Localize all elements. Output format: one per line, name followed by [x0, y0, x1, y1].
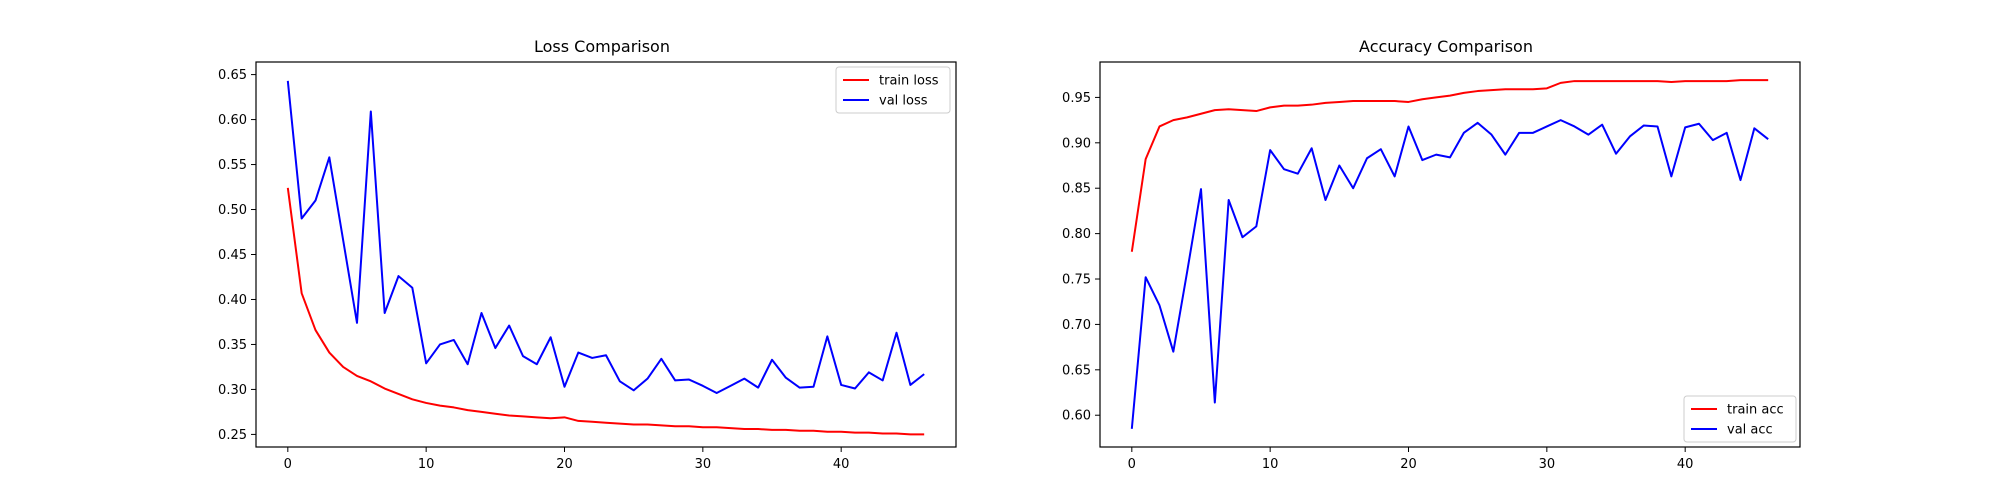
accuracy-y-tick-label: 0.85	[1062, 182, 1091, 197]
loss-y-tick-label: 0.35	[218, 338, 247, 353]
accuracy-axes-frame	[1099, 61, 1801, 448]
accuracy-chart-title: Accuracy Comparison	[1359, 37, 1533, 56]
loss-legend-label-1: train loss	[879, 74, 939, 89]
accuracy-y-tick-label: 0.80	[1062, 227, 1091, 242]
loss-y-tick-label: 0.50	[218, 203, 247, 218]
loss-chart: Loss Comparison 0 10 20 30 40 0.25 0.30 0.35 0.4…	[218, 37, 957, 472]
loss-chart-title: Loss Comparison	[534, 37, 670, 56]
accuracy-legend-label-1: train acc	[1727, 403, 1784, 418]
loss-y-tick-label: 0.30	[218, 383, 247, 398]
loss-x-tick-label: 20	[556, 457, 573, 472]
loss-y-tick-label: 0.55	[218, 158, 247, 173]
accuracy-y-tick-label: 0.60	[1062, 409, 1091, 424]
loss-legend-label-2: val loss	[879, 94, 928, 109]
accuracy-y-tick-label: 0.90	[1062, 136, 1091, 151]
loss-y-tick-label: 0.65	[218, 68, 247, 83]
loss-series-line-1	[286, 187, 925, 436]
loss-y-tick-label: 0.40	[218, 293, 247, 308]
loss-legend-box	[835, 66, 951, 114]
accuracy-series-line-2	[1130, 119, 1769, 429]
loss-y-tick-label: 0.25	[218, 428, 247, 443]
accuracy-x-tick-label: 20	[1400, 457, 1417, 472]
accuracy-y-tick-label: 0.75	[1062, 273, 1091, 288]
accuracy-legend-box	[1683, 395, 1797, 443]
accuracy-legend: train acc val acc	[1683, 395, 1797, 443]
accuracy-plot-area: 0 10 20 30 40 0.60 0.65 0.70 0.75 0.80 0.85 0.90 0.9…	[1062, 61, 1801, 472]
loss-x-tick-label: 0	[284, 457, 292, 472]
accuracy-series-line-1	[1130, 79, 1769, 252]
accuracy-x-tick-label: 30	[1539, 457, 1556, 472]
accuracy-y-tick-label: 0.65	[1062, 363, 1091, 378]
loss-x-tick-label: 40	[833, 457, 850, 472]
accuracy-x-tick-label: 40	[1677, 457, 1694, 472]
accuracy-x-tick-label: 10	[1262, 457, 1279, 472]
accuracy-chart: Accuracy Comparison 0 10 20 30 40 0.60 0.65 0.7…	[1062, 37, 1801, 472]
loss-y-tick-label: 0.45	[218, 248, 247, 263]
loss-plot-area: 0 10 20 30 40 0.25 0.30 0.35 0.40 0.45 0.50 0.55 0.6…	[218, 61, 957, 472]
loss-y-tick-label: 0.60	[218, 113, 247, 128]
loss-series-line-2	[286, 80, 925, 395]
accuracy-x-tick-label: 0	[1128, 457, 1136, 472]
loss-x-tick-label: 10	[418, 457, 435, 472]
accuracy-y-tick-label: 0.95	[1062, 91, 1091, 106]
loss-legend: train loss val loss	[835, 66, 951, 114]
accuracy-y-tick-label: 0.70	[1062, 318, 1091, 333]
loss-x-tick-label: 30	[695, 457, 712, 472]
accuracy-legend-label-2: val acc	[1727, 423, 1773, 438]
